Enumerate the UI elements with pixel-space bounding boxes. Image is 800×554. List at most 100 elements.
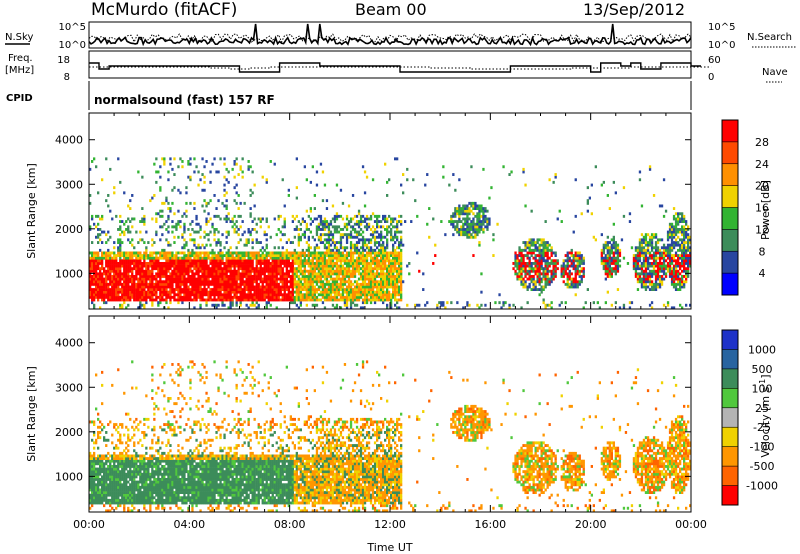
range-gate-cell [386,277,389,281]
range-gate-cell [480,303,483,307]
range-gate-cell [157,288,160,291]
range-gate-cell [359,295,363,299]
range-gate-cell [378,264,381,268]
range-gate-cell [668,264,672,268]
range-gate-cell [544,272,547,276]
range-gate-cell [193,256,196,260]
range-gate-cell [337,285,341,289]
range-gate-cell [466,222,469,226]
freq-label-1: Freq. [8,53,33,64]
range-gate-cell [309,282,312,286]
range-gate-cell [572,280,575,284]
range-gate-cell [568,285,571,289]
range-gate-cell [95,262,98,265]
range-gate-cell [365,272,369,276]
range-gate-cell [390,264,393,268]
range-gate-cell [279,267,282,271]
range-gate-cell [143,262,146,265]
range-gate-cell [251,220,254,223]
range-gate-cell [359,251,363,255]
range-gate-cell [245,288,248,291]
range-gate-cell [201,293,204,297]
range-gate-cell [255,256,258,260]
range-gate-cell [520,275,523,278]
range-gate-cell [215,272,218,276]
range-gate-cell [359,282,363,286]
range-gate-cell [117,285,120,289]
range-gate-cell [121,220,124,223]
range-gate-cell [638,248,642,252]
range-gate-cell [231,295,234,299]
range-gate-cell [335,285,339,289]
range-gate-cell [223,293,226,297]
range-gate-cell [672,256,676,260]
range-gate-cell [129,275,132,278]
range-gate-cell [195,295,198,299]
range-gate-cell [604,269,607,273]
range-gate-cell [341,201,345,205]
range-gate-cell [634,256,638,260]
range-gate-cell [201,272,204,276]
range-gate-cell [165,264,168,268]
range-gate-cell [213,277,216,281]
range-gate-cell [305,209,308,213]
range-gate-cell [135,288,138,291]
range-gate-cell [361,272,365,276]
range-gate-cell [303,298,306,302]
range-gate-cell [265,282,268,286]
range-gate-cell [677,222,680,226]
range-gate-cell [400,288,403,291]
range-gate-cell [307,238,310,242]
range-gate-cell [309,254,312,257]
range-gate-cell [129,277,132,281]
range-gate-cell [311,280,314,284]
range-gate-cell [612,262,615,265]
range-gate-cell [267,301,270,305]
range-gate-cell [514,272,517,276]
range-gate-cell [263,275,266,278]
range-gate-cell [209,230,212,234]
range-gate-cell [371,275,375,278]
range-gate-cell [382,264,385,268]
range-gate-cell [297,295,300,299]
range-gate-cell [155,295,158,299]
range-gate-cell [185,290,188,294]
range-gate-cell [361,220,365,223]
range-gate-cell [207,285,210,289]
range-gate-cell [207,282,210,286]
range-gate-cell [333,272,337,276]
range-gate-cell [658,251,662,255]
range-gate-cell [402,243,405,247]
range-gate-cell [392,285,395,289]
range-gate-cell [602,256,605,260]
range-gate-cell [113,241,116,244]
range-gate-cell [289,264,292,268]
range-gate-cell [223,217,226,221]
range-gate-cell [335,212,339,216]
range-gate-cell [526,251,529,255]
range-gate-cell [359,306,363,310]
range-gate-cell [209,298,212,302]
range-gate-cell [153,264,156,268]
range-gate-cell [329,277,333,281]
range-gate-cell [225,298,228,302]
range-gate-cell [554,254,557,257]
range-gate-cell [642,235,646,239]
range-gate-cell [315,275,319,278]
range-gate-cell [109,264,112,268]
range-gate-cell [343,222,347,226]
range-gate-cell [123,222,126,226]
range-gate-cell [263,230,266,234]
range-gate-cell [538,280,541,284]
range-gate-cell [323,222,327,226]
range-gate-cell [550,254,553,257]
range-gate-cell [269,290,272,294]
range-gate-cell [315,290,319,294]
range-gate-cell [365,254,369,257]
range-gate-cell [199,246,202,250]
range-gate-cell [337,269,341,273]
range-gate-cell [564,269,567,273]
range-gate-cell [201,267,204,271]
range-gate-cell [468,233,471,237]
range-gate-cell [325,267,329,271]
